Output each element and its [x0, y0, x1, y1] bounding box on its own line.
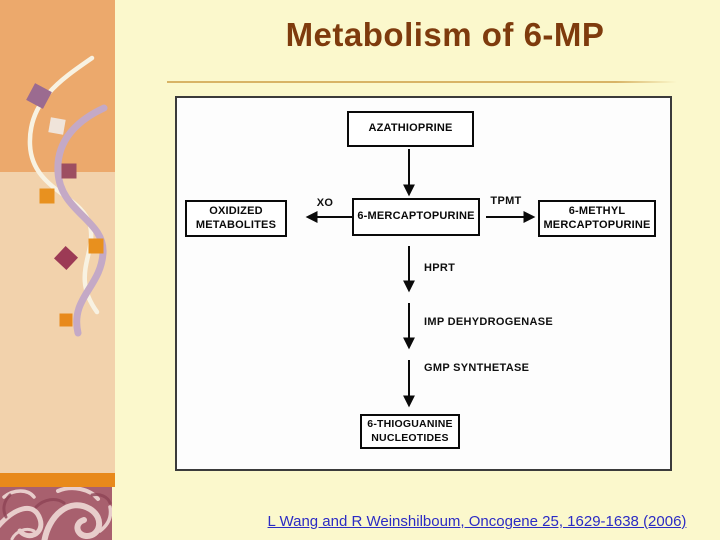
flow-node-6-methyl-mercaptopurine: 6-METHYL MERCAPTOPURINE — [538, 200, 656, 237]
enzyme-label-imp-dehydrogenase: IMP DEHYDROGENASE — [424, 316, 553, 328]
flow-node-6-thioguanine-nucleotides: 6-THIOGUANINE NUCLEOTIDES — [360, 414, 460, 449]
flow-arrows — [305, 149, 536, 408]
citation-link[interactable]: L Wang and R Weinshilboum, Oncogene 25, … — [267, 513, 687, 530]
enzyme-label-gmp-synthetase: GMP SYNTHETASE — [424, 362, 530, 374]
helix-square-orange — [59, 313, 73, 327]
node-label: OXIDIZED — [209, 204, 263, 217]
helix-square-purple — [26, 83, 52, 109]
helix-square-orange — [39, 188, 55, 204]
enzyme-label-hprt: HPRT — [424, 262, 456, 274]
title-divider — [167, 81, 677, 83]
flow-node-6-mercaptopurine: 6-MERCAPTOPURINE — [352, 198, 480, 236]
floral-texture — [0, 487, 112, 540]
flow-node-oxidized-metabolites: OXIDIZED METABOLITES — [185, 200, 287, 237]
enzyme-label-tpmt: TPMT — [490, 195, 522, 207]
node-label: AZATHIOPRINE — [368, 122, 453, 135]
enzyme-label-xo: XO — [316, 197, 334, 209]
sidebar-decoration — [0, 0, 115, 540]
helix-square-orange — [88, 238, 104, 254]
node-label: 6-MERCAPTOPURINE — [357, 210, 475, 223]
slide-title: Metabolism of 6-MP — [285, 16, 605, 53]
node-label: MERCAPTOPURINE — [543, 218, 651, 231]
sidebar-bottom-band — [0, 172, 115, 473]
helix-square-cream — [48, 117, 66, 135]
node-label: METABOLITES — [195, 218, 277, 231]
node-label: NUCLEOTIDES — [371, 431, 449, 444]
helix-square-darkrose — [53, 245, 79, 271]
sidebar-orange-bar — [0, 473, 115, 487]
node-label: 6-THIOGUANINE — [367, 418, 453, 431]
helix-square-maroon — [61, 163, 77, 179]
flow-node-azathioprine: AZATHIOPRINE — [347, 111, 474, 147]
diagram-frame: AZATHIOPRINE OXIDIZED METABOLITES 6-MERC… — [175, 96, 672, 471]
dna-helix-decoration — [26, 55, 108, 337]
node-label: 6-METHYL — [568, 204, 626, 217]
